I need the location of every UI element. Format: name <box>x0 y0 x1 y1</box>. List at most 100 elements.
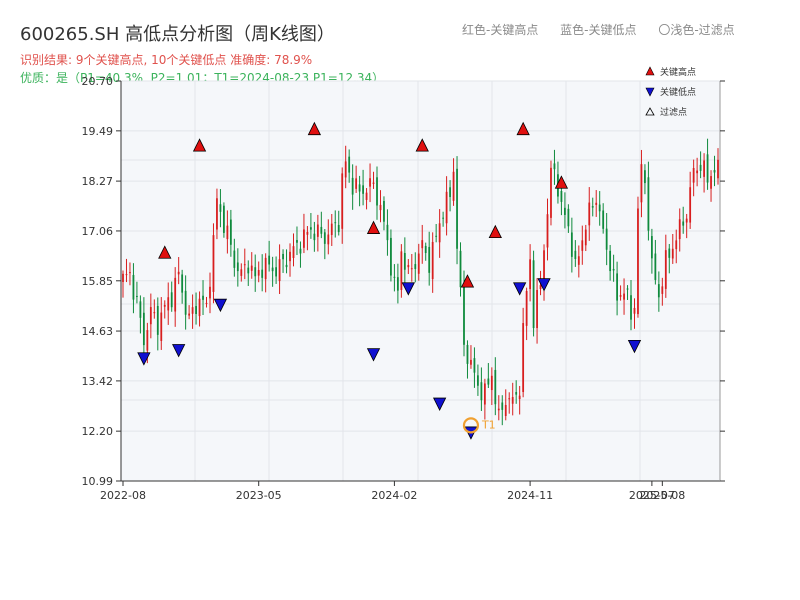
candle-body <box>202 295 204 300</box>
candle <box>591 197 594 217</box>
candle <box>403 237 406 286</box>
candle-body <box>337 224 340 233</box>
candle-body <box>602 210 605 229</box>
candle-body <box>129 272 131 274</box>
y-tick-label: 15.85 <box>82 275 114 288</box>
candle <box>167 282 170 325</box>
candle-body <box>581 240 584 251</box>
candle <box>344 145 347 189</box>
candle <box>668 243 671 274</box>
key-low-marker <box>366 348 381 362</box>
candle-body <box>275 267 277 277</box>
candle <box>292 233 295 267</box>
candle <box>612 254 615 282</box>
candle <box>564 192 566 229</box>
candle-body <box>386 224 389 241</box>
color-legend: 红色-关键高点 蓝色-关键低点 〇浅色-过滤点 <box>462 21 753 38</box>
candle-body <box>664 250 667 289</box>
candle-body <box>393 276 396 278</box>
candle <box>254 254 257 292</box>
candle-body <box>149 307 152 325</box>
candle-body <box>504 404 507 416</box>
candle-body <box>435 235 438 237</box>
candle-body <box>344 161 347 178</box>
candle <box>400 244 403 298</box>
candle <box>696 157 699 187</box>
candle-body <box>334 222 337 224</box>
candle-body <box>313 233 316 241</box>
legend-low-swatch <box>645 87 655 97</box>
candle-body <box>532 260 535 329</box>
candle-body <box>654 253 657 280</box>
candle-body <box>195 306 197 315</box>
candle-body <box>167 297 170 311</box>
candle-body <box>396 277 399 291</box>
candle <box>574 240 577 267</box>
candle-body <box>616 273 618 301</box>
candle <box>508 392 511 414</box>
candle <box>191 294 194 329</box>
candle-body <box>264 257 267 280</box>
candle-body <box>282 253 284 260</box>
candle <box>136 281 138 304</box>
candle-body <box>355 178 358 189</box>
candle <box>396 263 399 304</box>
candle-body <box>525 290 528 326</box>
candle <box>327 219 330 255</box>
key-low-marker <box>401 282 415 296</box>
candle-body <box>685 218 688 223</box>
candle <box>334 210 337 238</box>
candle <box>497 395 500 421</box>
candle <box>550 160 552 226</box>
candle <box>598 191 601 226</box>
candle-body <box>717 159 719 179</box>
candle-body <box>383 200 385 222</box>
candle <box>661 277 664 306</box>
candle-body <box>139 301 142 318</box>
candle <box>247 260 250 286</box>
candle-body <box>703 160 705 177</box>
candle <box>289 243 291 277</box>
candle <box>219 189 222 228</box>
candle <box>306 226 309 251</box>
candle <box>122 270 124 298</box>
y-tick-label: 20.70 <box>82 75 114 88</box>
candle <box>303 213 305 254</box>
candle <box>299 241 302 268</box>
candle <box>156 297 159 351</box>
candle <box>511 382 514 416</box>
candle-body <box>163 304 166 307</box>
candle-body <box>574 250 577 259</box>
candle <box>369 163 371 203</box>
candle-body <box>428 246 431 273</box>
key-high-marker <box>554 175 569 189</box>
candle-body <box>661 286 664 294</box>
candle <box>236 248 239 287</box>
candle-body <box>536 289 538 329</box>
candle-body <box>564 207 566 215</box>
legend-entry-label: 关键高点 <box>660 66 696 78</box>
candle <box>365 188 368 210</box>
legend-red-text: 红色-关键高点 <box>462 23 539 37</box>
candle-body <box>407 264 410 268</box>
candle-body <box>511 397 514 404</box>
candle <box>689 171 692 229</box>
x-tick-label: 2023-05 <box>236 489 282 502</box>
candle-body <box>160 312 163 341</box>
candle-body <box>442 217 445 219</box>
candle-body <box>584 229 587 246</box>
candle <box>149 293 152 339</box>
candle-body <box>431 241 434 280</box>
candle-body <box>550 167 552 218</box>
key-high-marker <box>460 274 475 288</box>
candle <box>477 364 479 396</box>
candle <box>480 367 483 411</box>
legend-entry-label: 关键低点 <box>660 86 696 98</box>
candle <box>285 249 288 274</box>
candle <box>268 240 271 272</box>
candle-body <box>341 173 344 229</box>
candle-body <box>362 185 364 194</box>
candle <box>470 345 472 369</box>
candle-body <box>309 227 312 230</box>
candle <box>671 233 674 264</box>
